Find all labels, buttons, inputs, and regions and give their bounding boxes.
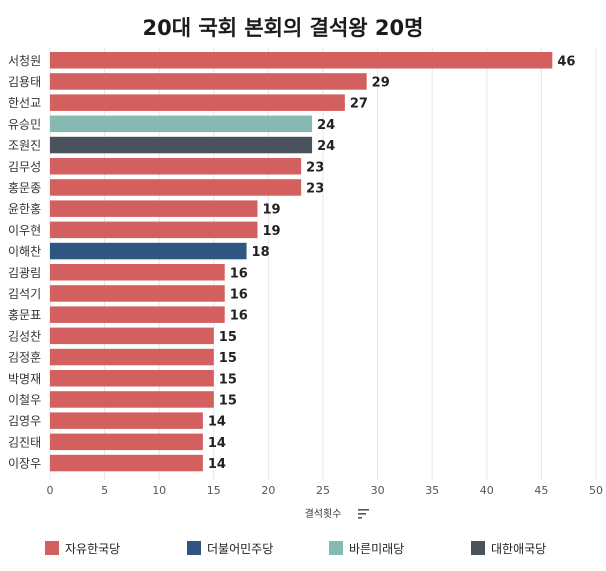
x-axis-ticks: 0 5 10 15 20 25 30 35 40 45 50 [47, 484, 604, 497]
value-label-15: 15 [219, 372, 237, 387]
chart-title: 20대 국회 본회의 결석왕 20명 [143, 16, 424, 40]
value-label-14: 15 [219, 351, 237, 366]
legend-label-1: 더불어민주당 [207, 542, 273, 556]
bar-14[interactable] [50, 348, 214, 366]
value-label-12: 16 [230, 309, 248, 324]
bar-17[interactable] [50, 412, 203, 429]
bar-3[interactable] [50, 115, 313, 133]
sort-icon[interactable] [358, 509, 369, 519]
legend-label-3: 대한애국당 [491, 542, 546, 556]
category-label-5: 김무성 [8, 160, 41, 174]
value-label-11: 16 [230, 287, 248, 302]
bar-7[interactable] [50, 200, 258, 217]
x-tick-label-5: 25 [316, 484, 330, 497]
category-label-10: 김광림 [8, 266, 41, 280]
bar-13[interactable] [50, 327, 214, 345]
value-labels: 46 29 27 24 24 23 23 19 19 18 16 16 16 15 15 15 15 14 14 14 [208, 54, 576, 472]
category-label-4: 조원진 [8, 139, 41, 153]
value-label-6: 23 [306, 181, 324, 196]
bar-9[interactable] [50, 242, 247, 260]
x-tick-label-0: 0 [47, 484, 54, 497]
value-label-2: 27 [350, 97, 368, 112]
legend-label-2: 바른미래당 [349, 542, 404, 556]
bar-2[interactable] [50, 94, 345, 111]
bar-12[interactable] [50, 306, 225, 323]
category-label-15: 박명재 [8, 372, 41, 386]
legend: 자유한국당 더불어민주당 바른미래당 대한애국당 [45, 541, 546, 556]
value-label-7: 19 [262, 203, 280, 218]
x-tick-label-8: 40 [480, 484, 494, 497]
bar-8[interactable] [50, 221, 258, 239]
bar-0[interactable] [50, 52, 553, 69]
value-label-18: 14 [208, 436, 226, 451]
x-tick-label-7: 35 [425, 484, 439, 497]
x-axis-title: 결석횟수 [305, 508, 342, 520]
category-label-16: 이철우 [8, 393, 41, 407]
bar-18[interactable] [50, 433, 203, 451]
bar-10[interactable] [50, 264, 225, 281]
legend-label-0: 자유한국당 [65, 542, 120, 556]
bar-15[interactable] [50, 370, 214, 387]
value-label-5: 23 [306, 160, 324, 175]
x-tick-label-3: 15 [207, 484, 221, 497]
category-labels: 서청원김용태한선교유승민조원진김무성홍문종윤한홍이우현이해찬김광림김석기홍문표김… [8, 54, 41, 471]
value-label-10: 16 [230, 266, 248, 281]
bar-4[interactable] [50, 136, 313, 154]
legend-swatch-0 [45, 541, 59, 555]
category-label-14: 김정훈 [8, 351, 41, 365]
x-tick-label-6: 30 [371, 484, 385, 497]
x-tick-label-4: 20 [261, 484, 275, 497]
value-label-8: 19 [262, 224, 280, 239]
value-label-13: 15 [219, 330, 237, 345]
legend-swatch-3 [471, 541, 485, 555]
value-label-17: 14 [208, 415, 226, 430]
bar-6[interactable] [50, 179, 302, 196]
value-label-0: 46 [557, 54, 575, 69]
category-label-9: 이해찬 [8, 244, 41, 259]
value-label-19: 14 [208, 457, 226, 472]
category-label-3: 유승민 [8, 117, 41, 131]
x-tick-label-10: 50 [589, 484, 603, 497]
category-label-6: 홍문종 [8, 181, 41, 195]
category-label-19: 이장우 [8, 457, 41, 471]
bar-1[interactable] [50, 73, 367, 90]
value-label-4: 24 [317, 139, 335, 154]
category-label-11: 김석기 [8, 287, 41, 301]
x-tick-label-1: 5 [101, 484, 108, 497]
legend-swatch-2 [329, 541, 343, 555]
bar-11[interactable] [50, 285, 225, 302]
category-label-2: 한선교 [8, 96, 41, 110]
x-tick-label-2: 10 [152, 484, 166, 497]
category-label-17: 김영우 [8, 414, 41, 428]
bars-group [50, 52, 553, 472]
category-label-1: 김용태 [8, 75, 41, 89]
category-label-13: 김성찬 [8, 328, 41, 343]
value-label-3: 24 [317, 118, 335, 133]
category-label-8: 이우현 [8, 223, 41, 237]
bar-5[interactable] [50, 158, 302, 175]
category-label-18: 김진태 [8, 435, 41, 449]
legend-swatch-1 [187, 541, 201, 555]
category-label-0: 서청원 [8, 54, 41, 68]
category-label-12: 홍문표 [8, 308, 41, 322]
value-label-16: 15 [219, 393, 237, 408]
value-label-9: 18 [252, 245, 270, 260]
x-tick-label-9: 45 [534, 484, 548, 497]
bar-19[interactable] [50, 454, 203, 472]
category-label-7: 윤한홍 [8, 202, 41, 216]
bar-16[interactable] [50, 391, 214, 408]
value-label-1: 29 [372, 75, 390, 90]
